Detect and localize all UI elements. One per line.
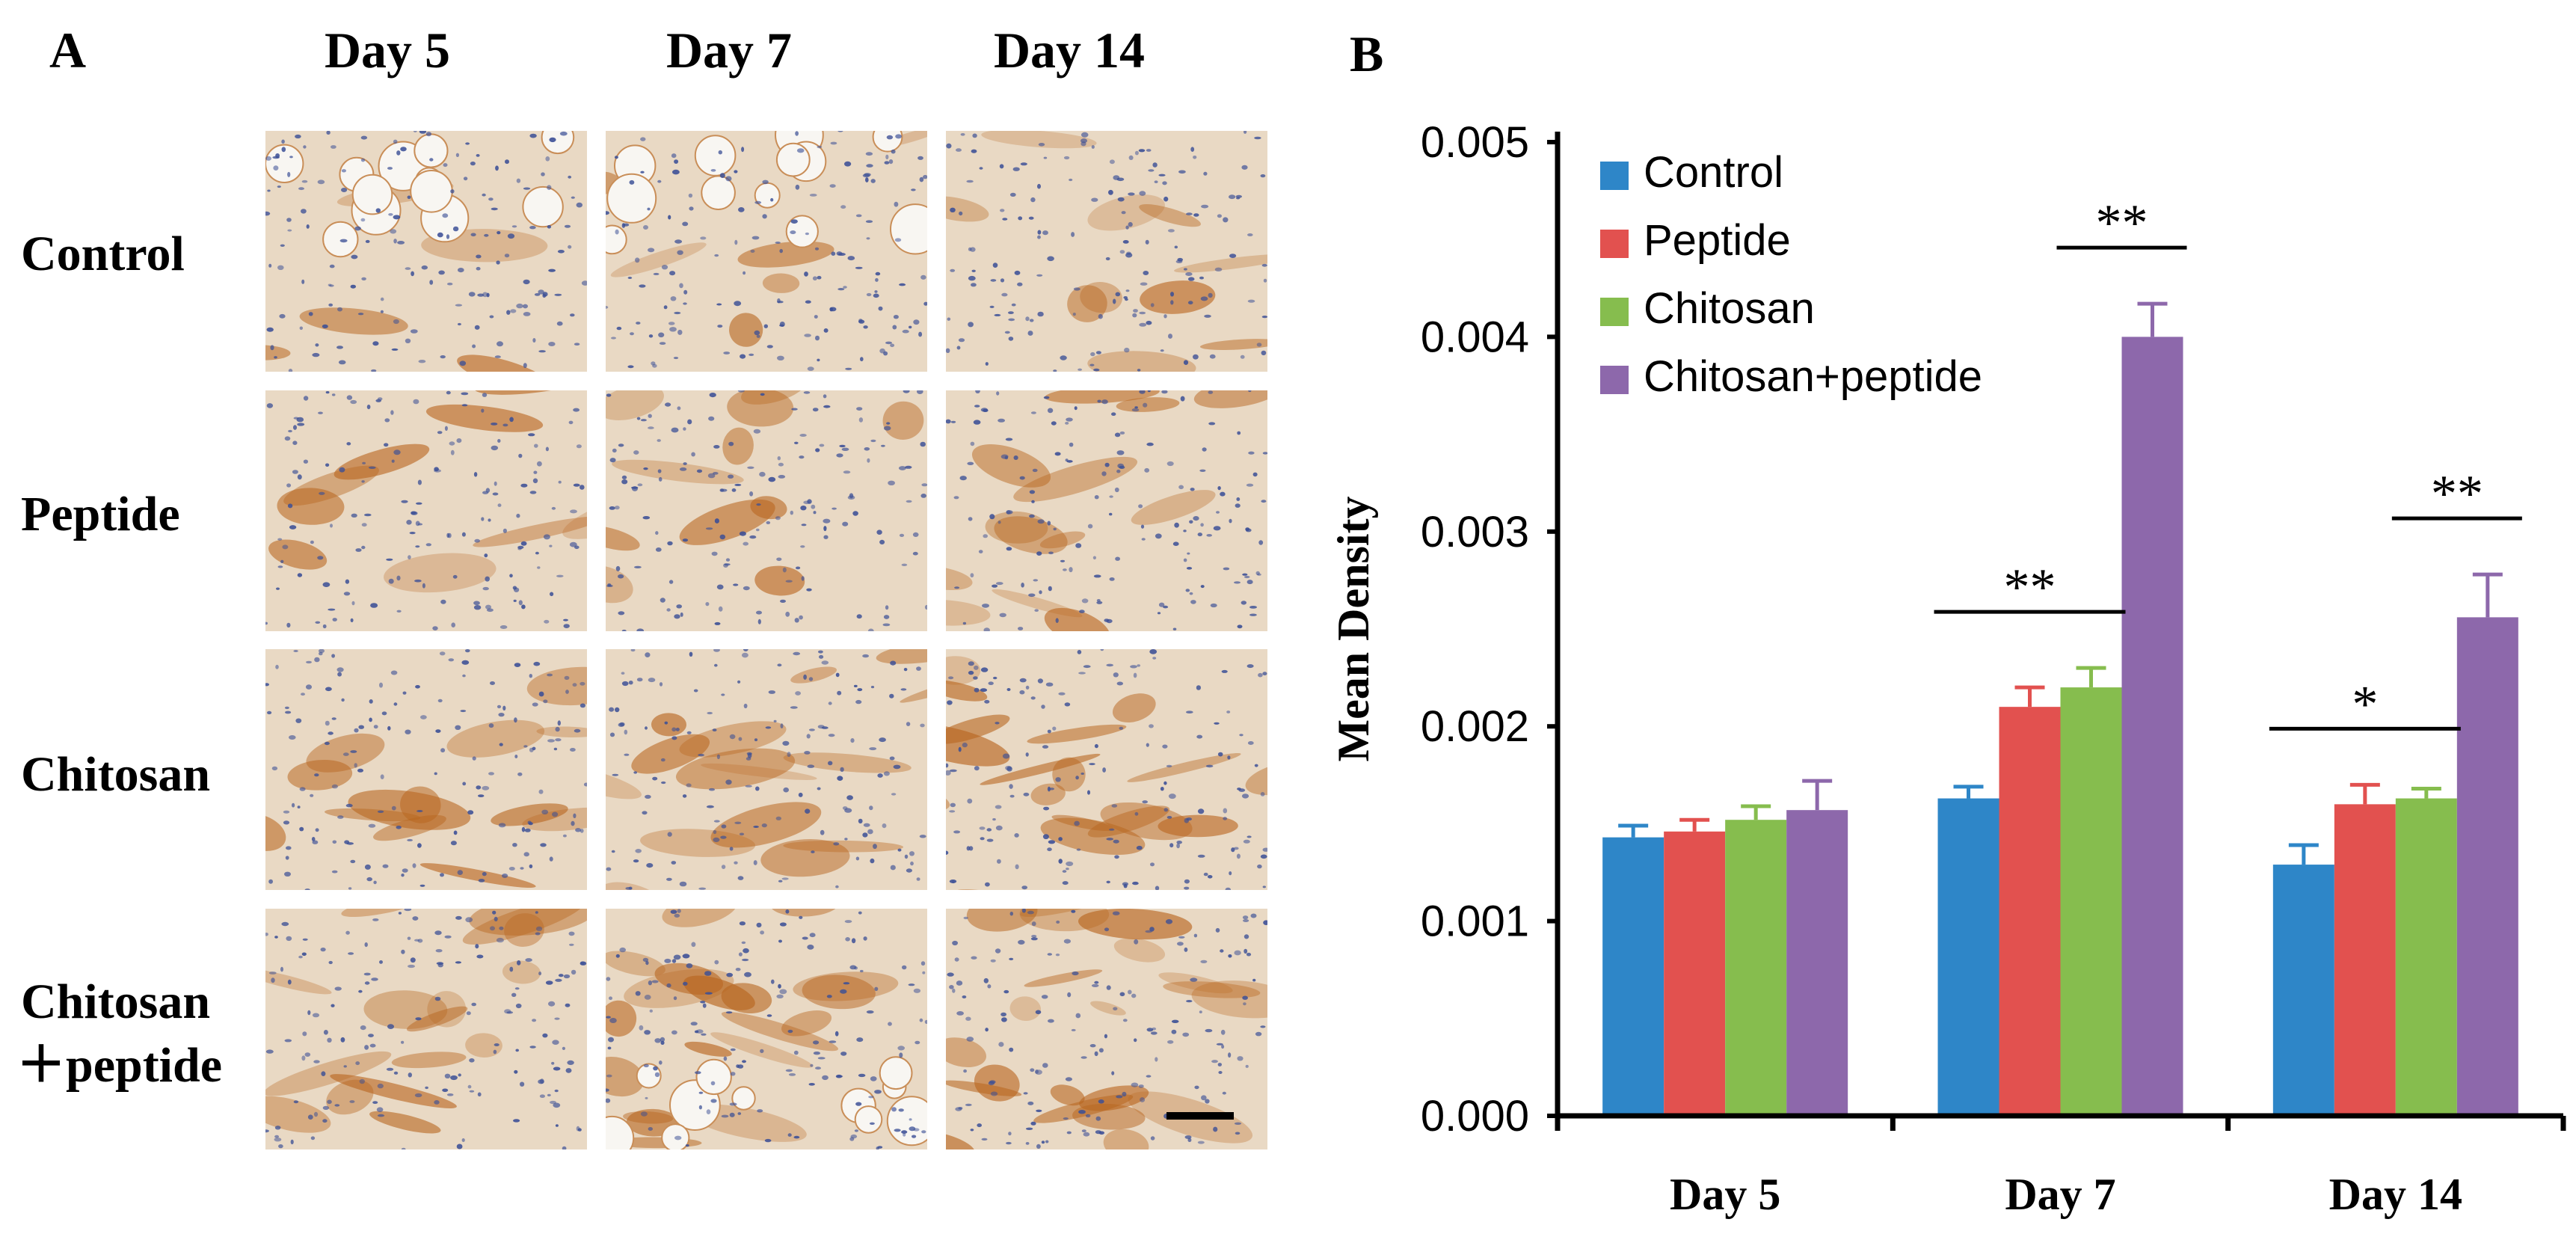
y-tick-label: 0.001	[1421, 897, 1529, 946]
x-tick-label: Day 5	[1670, 1170, 1780, 1219]
y-tick-label: 0.004	[1421, 313, 1529, 361]
micrograph-chitosan-peptide-day14	[946, 909, 1267, 1149]
legend-label: Chitosan+peptide	[1644, 352, 1982, 401]
micrograph-control-day14	[946, 131, 1267, 372]
bar	[2121, 337, 2183, 1116]
panel-b-letter: B	[1350, 25, 1383, 82]
mean-density-bar-chart: B 0.000 0.001 0.002 0.003 0.004 0.005 Day 5 Day…	[1329, 25, 2566, 1219]
bar	[2060, 687, 2122, 1116]
significance-label: *	[2352, 675, 2378, 733]
bar	[1786, 810, 1848, 1116]
bar	[1999, 707, 2061, 1116]
micrograph-peptide-day14	[946, 390, 1267, 631]
bar	[2395, 798, 2457, 1116]
significance-label: **	[2004, 559, 2056, 616]
bar	[1937, 798, 1999, 1116]
bar	[1602, 837, 1664, 1116]
micrograph-chitosan-day7	[606, 649, 927, 890]
bar	[1725, 820, 1787, 1116]
y-axis-label: Mean Density	[1329, 497, 1378, 762]
row-label-chitosan: Chitosan	[21, 747, 211, 802]
micrograph-chitosan-day5	[265, 649, 587, 890]
legend-swatch	[1600, 298, 1629, 326]
y-tick-label: 0.002	[1421, 702, 1529, 751]
row-label-control: Control	[21, 227, 185, 281]
panel-a-letter: A	[49, 22, 87, 79]
bar	[2334, 804, 2396, 1116]
bar	[1664, 831, 1726, 1116]
row-label-peptide: Peptide	[21, 487, 180, 541]
legend-label: Peptide	[1644, 216, 1791, 265]
micrograph-chitosan-peptide-day5	[265, 909, 587, 1149]
column-header-day14: Day 14	[993, 22, 1146, 79]
micrograph-peptide-day7	[606, 390, 927, 631]
legend-label: Chitosan	[1644, 284, 1815, 333]
row-label-chitosan-peptide-line2: ＋peptide	[16, 1038, 223, 1093]
legend-swatch	[1600, 366, 1629, 394]
row-label-chitosan-peptide-line1: Chitosan	[21, 974, 211, 1029]
y-tick-label: 0.003	[1421, 508, 1529, 556]
micrograph-chitosan-day14	[946, 649, 1267, 890]
significance-label: **	[2096, 194, 2148, 252]
column-header-day7: Day 7	[665, 22, 793, 79]
significance-label: **	[2431, 465, 2483, 523]
y-tick-label: 0.005	[1421, 118, 1529, 167]
column-header-day5: Day 5	[324, 22, 451, 79]
micrograph-control-day5	[265, 131, 587, 372]
micrograph-control-day7	[606, 131, 927, 372]
bar	[2272, 865, 2334, 1116]
y-tick-label: 0.000	[1421, 1092, 1529, 1141]
micrograph-chitosan-peptide-day7	[606, 909, 927, 1149]
bar	[2456, 617, 2518, 1116]
micrograph-peptide-day5	[265, 390, 587, 631]
legend-label: Control	[1644, 148, 1783, 197]
x-tick-label: Day 7	[2005, 1170, 2115, 1219]
x-tick-label: Day 14	[2329, 1170, 2462, 1219]
legend-swatch	[1600, 162, 1629, 190]
legend-swatch	[1600, 230, 1629, 258]
